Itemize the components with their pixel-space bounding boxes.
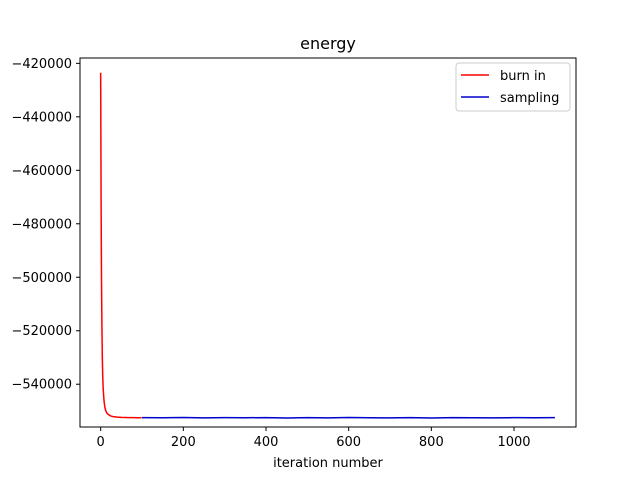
series-line-sampling bbox=[141, 416, 555, 419]
chart-title: energy bbox=[300, 34, 356, 53]
legend: burn in sampling bbox=[455, 62, 571, 112]
x-tick-label: 600 bbox=[336, 435, 361, 450]
series-line-burn-in bbox=[99, 72, 142, 419]
legend-sampling-label: sampling bbox=[500, 91, 559, 106]
y-tick-label: −480000 bbox=[11, 217, 72, 232]
plot-lines bbox=[99, 72, 555, 419]
x-tick-label: 800 bbox=[419, 435, 444, 450]
x-axis-ticks: 0 200 400 600 800 1000 bbox=[97, 427, 531, 450]
y-axis-ticks: −420000 −440000 −460000 −480000 −500000 −5200… bbox=[11, 57, 80, 393]
plot-frame bbox=[79, 57, 577, 428]
y-tick-label: −500000 bbox=[11, 271, 72, 286]
x-tick-label: 0 bbox=[97, 435, 105, 450]
x-axis-label: iteration number bbox=[273, 456, 383, 471]
y-tick-label: −540000 bbox=[11, 378, 72, 393]
x-tick-label: 200 bbox=[171, 435, 196, 450]
y-tick-label: −520000 bbox=[11, 324, 72, 339]
y-tick-label: −440000 bbox=[11, 110, 72, 125]
x-tick-label: 400 bbox=[254, 435, 279, 450]
y-tick-label: −420000 bbox=[11, 57, 72, 72]
legend-burn-in-label: burn in bbox=[500, 69, 546, 84]
x-tick-label: 1000 bbox=[497, 435, 530, 450]
y-tick-label: −460000 bbox=[11, 164, 72, 179]
